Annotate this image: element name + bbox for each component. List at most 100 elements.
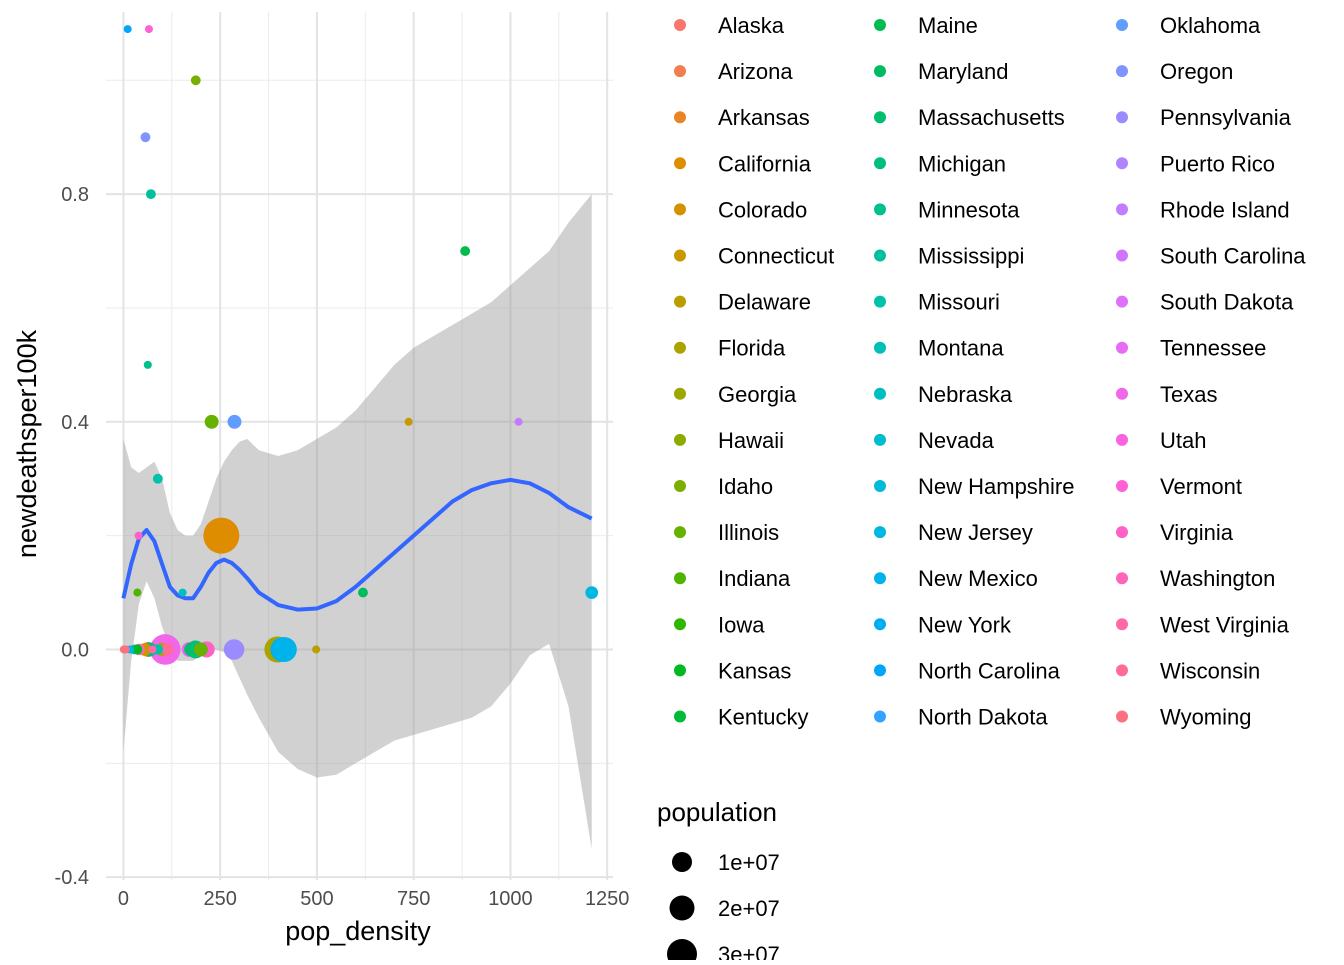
data-point [134, 531, 143, 540]
legend-label: Connecticut [718, 244, 834, 269]
legend-item: Georgia [674, 382, 797, 407]
legend-label: Washington [1160, 566, 1275, 591]
legend-swatch [874, 341, 886, 354]
data-point [223, 639, 245, 660]
legend-swatch [874, 19, 886, 31]
legend-swatch [1116, 19, 1128, 31]
size-legend-label: 2e+07 [718, 896, 780, 921]
legend-item: Colorado [674, 197, 807, 222]
data-point [132, 644, 143, 655]
legend-item: New Hampshire [874, 474, 1075, 499]
y-tick-label: 0.0 [61, 639, 89, 661]
legend-item: New Mexico [874, 566, 1038, 591]
legend-swatch [874, 203, 886, 216]
legend-label: Michigan [918, 151, 1006, 176]
legend-label: Vermont [1160, 474, 1242, 499]
legend-swatch [1116, 157, 1128, 170]
legend-item: Michigan [874, 151, 1006, 176]
legend-item: South Carolina [1116, 244, 1306, 269]
legend-item: Arizona [674, 59, 793, 84]
legend-item: Wisconsin [1116, 658, 1260, 683]
x-tick-label: 250 [203, 888, 236, 910]
legend-swatch [674, 433, 686, 446]
data-point [133, 588, 142, 597]
data-point [358, 587, 368, 598]
y-axis-title: newdeathsper100k [12, 329, 42, 558]
legend-label: New York [918, 612, 1012, 637]
legend-swatch [1116, 249, 1128, 262]
legend-swatch [1116, 664, 1128, 677]
legend-label: Hawaii [718, 428, 784, 453]
legend-label: Arkansas [718, 105, 810, 130]
legend-label: Iowa [718, 612, 765, 637]
legend-swatch [1116, 203, 1128, 216]
legend-label: Minnesota [918, 197, 1020, 222]
legend-label: Kentucky [718, 705, 809, 730]
size-legend-title: population [657, 797, 777, 827]
data-point [272, 637, 297, 662]
data-point [404, 417, 413, 426]
legend-swatch [1116, 618, 1128, 631]
x-tick-label: 500 [300, 888, 333, 910]
legend-swatch [1116, 572, 1128, 585]
data-point [161, 643, 174, 656]
legend-label: Idaho [718, 474, 773, 499]
legend-label: Alaska [718, 13, 785, 38]
axis-titles: pop_density newdeathsper100k [12, 329, 431, 946]
legend-swatch [1116, 295, 1128, 308]
legend-item: Hawaii [674, 428, 784, 453]
data-point [312, 645, 321, 654]
legend-swatch [874, 295, 886, 308]
legend-swatch [674, 341, 686, 354]
legend-label: Maine [918, 13, 978, 38]
size-legend: population 1e+07 2e+07 3e+07 [657, 797, 780, 965]
confidence-band [123, 194, 592, 849]
y-tick-label: -0.4 [55, 867, 89, 889]
legend-item: Maine [874, 13, 978, 38]
legend-label: Florida [718, 336, 786, 361]
legend-swatch [874, 65, 886, 78]
data-point [227, 414, 242, 429]
data-point [190, 75, 201, 86]
axis-tick-labels: 0 250 500 750 1000 1250 -0.4 0.0 0.4 0.8 [55, 184, 630, 910]
legend-item: Texas [1116, 382, 1217, 407]
legend-label: Oregon [1160, 59, 1233, 84]
legend-item: Arkansas [674, 105, 810, 130]
legend-label: North Dakota [918, 705, 1048, 730]
legend-label: Puerto Rico [1160, 151, 1275, 176]
data-point [514, 417, 523, 426]
legend-swatch [674, 249, 686, 262]
y-tick-label: 0.8 [61, 184, 89, 206]
legend-swatch [674, 203, 686, 216]
data-point [203, 517, 240, 554]
legend-item: Illinois [674, 520, 779, 545]
color-legend: Alaska Arizona Arkansas California Colorado C… [674, 13, 1306, 730]
legend-label: Delaware [718, 290, 811, 315]
legend-label: Nebraska [918, 382, 1013, 407]
legend-item: Minnesota [874, 197, 1020, 222]
data-point [123, 25, 132, 34]
legend-label: Pennsylvania [1160, 105, 1292, 130]
legend-swatch [1116, 387, 1128, 400]
legend-label: South Carolina [1160, 244, 1306, 269]
data-point [121, 645, 130, 654]
legend-swatch [874, 572, 886, 585]
legend-label: Indiana [718, 566, 791, 591]
legend-item: Oklahoma [1116, 13, 1261, 38]
legend-label: Virginia [1160, 520, 1234, 545]
legend-item: Missouri [874, 290, 1000, 315]
legend-item: North Carolina [874, 658, 1061, 683]
legend-label: New Jersey [918, 520, 1033, 545]
legend-label: Oklahoma [1160, 13, 1261, 38]
data-points [119, 25, 599, 665]
legend-item: Mississippi [874, 244, 1024, 269]
legend-item: California [674, 151, 812, 176]
legend-label: Kansas [718, 658, 791, 683]
legend-swatch [874, 618, 886, 631]
data-point [204, 414, 219, 429]
legend-label: North Carolina [918, 658, 1061, 683]
legend-swatch [674, 65, 686, 78]
legend-item: Indiana [674, 566, 791, 591]
